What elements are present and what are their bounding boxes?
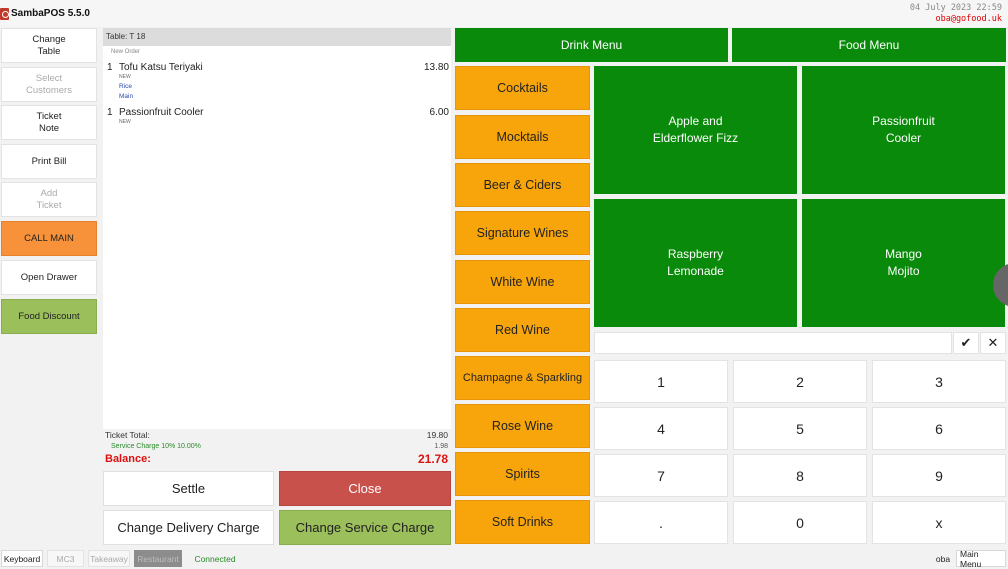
- new-order-label: New Order: [111, 49, 141, 55]
- call-main-button[interactable]: CALL MAIN: [1, 221, 97, 256]
- product-mango-mojito[interactable]: Mango Mojito: [802, 199, 1005, 327]
- mc3-button[interactable]: MC3: [47, 550, 84, 567]
- product-raspberry-lemonade[interactable]: Raspberry Lemonade: [594, 199, 797, 327]
- order-modifier: Rice: [119, 83, 133, 90]
- open-drawer-button[interactable]: Open Drawer: [1, 260, 97, 295]
- product-passionfruit-cooler[interactable]: Passionfruit Cooler: [802, 66, 1005, 194]
- category-white-wine[interactable]: White Wine: [455, 260, 590, 304]
- order-status-tag: NEW: [119, 119, 131, 125]
- service-charge-label: Service Charge 10% 10.00%: [111, 443, 201, 450]
- order-name: Tofu Katsu Teriyaki: [119, 62, 203, 73]
- numpad-key-7[interactable]: 7: [594, 454, 728, 497]
- order-qty: 1: [107, 107, 113, 118]
- user-email: oba@gofood.uk: [935, 14, 1002, 24]
- takeaway-button[interactable]: Takeaway: [88, 550, 130, 567]
- food-discount-button[interactable]: Food Discount: [1, 299, 97, 334]
- category-champagne-sparkling[interactable]: Champagne & Sparkling: [455, 356, 590, 400]
- current-user: oba: [935, 553, 951, 564]
- add-ticket-button[interactable]: Add Ticket: [1, 182, 97, 217]
- balance-value: 21.78: [417, 452, 448, 466]
- order-name: Passionfruit Cooler: [119, 107, 204, 118]
- category-cocktails[interactable]: Cocktails: [455, 66, 590, 110]
- category-signature-wines[interactable]: Signature Wines: [455, 211, 590, 255]
- status-bar: Keyboard MC3 Takeaway Restaurant Connect…: [0, 548, 1008, 569]
- numpad-key-x[interactable]: x: [872, 501, 1006, 544]
- ticket-note-button[interactable]: Ticket Note: [1, 105, 97, 140]
- service-charge-value: 1.98: [434, 443, 448, 450]
- numpad-key-3[interactable]: 3: [872, 360, 1006, 403]
- datetime: 04 July 2023 22:59: [909, 3, 1002, 13]
- numpad-key-9[interactable]: 9: [872, 454, 1006, 497]
- balance-label: Balance:: [105, 453, 151, 465]
- drink-menu-tab[interactable]: Drink Menu: [455, 28, 728, 62]
- main-menu-button[interactable]: Main Menu: [956, 549, 1006, 569]
- ticket-total-label: Ticket Total:: [105, 430, 150, 440]
- numpad-key-dot[interactable]: .: [594, 501, 728, 544]
- category-soft-drinks[interactable]: Soft Drinks: [455, 500, 590, 544]
- order-qty: 1: [107, 62, 113, 73]
- close-icon[interactable]: ✕: [980, 332, 1006, 354]
- keyboard-button[interactable]: Keyboard: [1, 550, 43, 567]
- numpad-key-0[interactable]: 0: [733, 501, 867, 544]
- close-button[interactable]: Close: [279, 471, 451, 506]
- category-mocktails[interactable]: Mocktails: [455, 115, 590, 159]
- title-bar: SambaPOS 5.5.0 04 July 2023 22:59 oba@go…: [0, 0, 1008, 27]
- numpad-key-6[interactable]: 6: [872, 407, 1006, 450]
- print-bill-button[interactable]: Print Bill: [1, 144, 97, 179]
- numpad-key-8[interactable]: 8: [733, 454, 867, 497]
- check-icon[interactable]: ✔: [953, 332, 979, 354]
- app-title: SambaPOS 5.5.0: [11, 8, 90, 19]
- change-service-charge-button[interactable]: Change Service Charge: [279, 510, 451, 545]
- category-beer-ciders[interactable]: Beer & Ciders: [455, 163, 590, 207]
- ticket-totals: Ticket Total: 19.80 Service Charge 10% 1…: [103, 429, 451, 469]
- sambapos-logo-icon: [0, 8, 9, 20]
- side-panel-handle[interactable]: [993, 263, 1008, 307]
- numpad-key-5[interactable]: 5: [733, 407, 867, 450]
- category-spirits[interactable]: Spirits: [455, 452, 590, 496]
- connection-status: Connected: [194, 553, 236, 564]
- order-status-tag: NEW: [119, 74, 131, 80]
- change-delivery-charge-button[interactable]: Change Delivery Charge: [103, 510, 274, 545]
- order-modifier: Main: [119, 93, 134, 100]
- numpad-key-1[interactable]: 1: [594, 360, 728, 403]
- ticket-panel: Table: T 18 New Order 1 Tofu Katsu Teriy…: [103, 28, 451, 469]
- numpad-input[interactable]: [594, 332, 952, 354]
- numpad-key-2[interactable]: 2: [733, 360, 867, 403]
- settle-button[interactable]: Settle: [103, 471, 274, 506]
- numpad-key-4[interactable]: 4: [594, 407, 728, 450]
- change-table-button[interactable]: Change Table: [1, 28, 97, 63]
- category-red-wine[interactable]: Red Wine: [455, 308, 590, 352]
- order-price: 13.80: [423, 62, 449, 73]
- ticket-total-value: 19.80: [426, 430, 448, 440]
- restaurant-button[interactable]: Restaurant: [134, 550, 182, 567]
- select-customers-button[interactable]: Select Customers: [1, 67, 97, 102]
- ticket-header: Table: T 18: [103, 28, 451, 46]
- category-rose-wine[interactable]: Rose Wine: [455, 404, 590, 448]
- order-price: 6.00: [429, 107, 449, 118]
- food-menu-tab[interactable]: Food Menu: [732, 28, 1006, 62]
- product-apple-elderflower-fizz[interactable]: Apple and Elderflower Fizz: [594, 66, 797, 194]
